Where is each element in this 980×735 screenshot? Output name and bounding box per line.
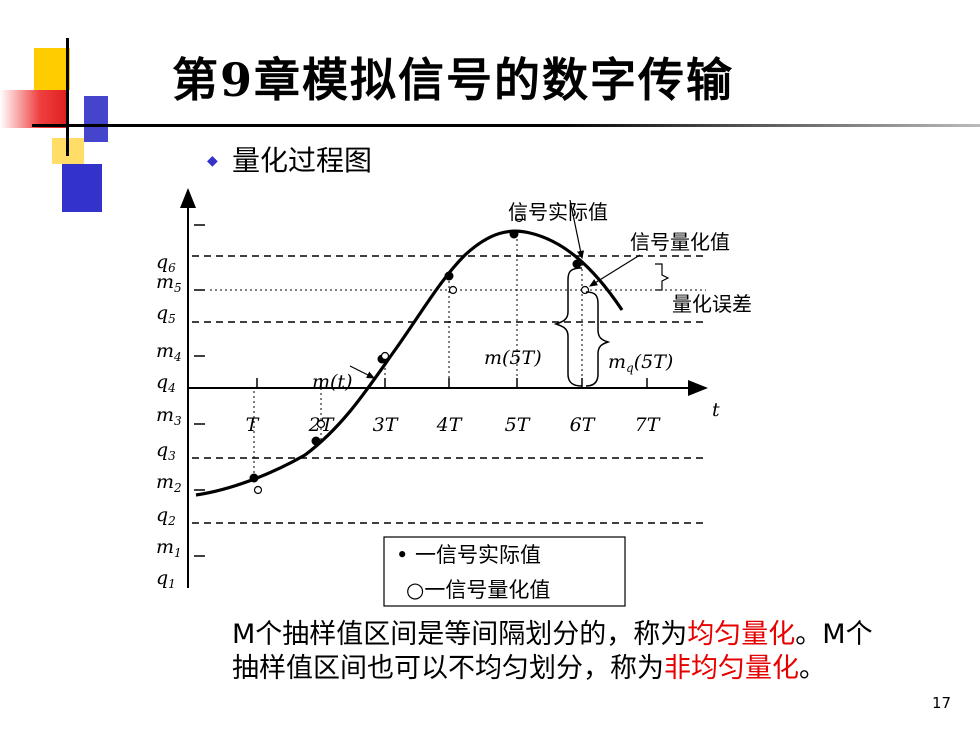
paragraph-text: 。 (799, 653, 826, 684)
annotation-quantization-error: 量化误差 (672, 292, 752, 316)
label-q3: q3 (156, 439, 176, 463)
annotation-arrow-actual (569, 199, 585, 260)
tick-4T: 4T (436, 414, 463, 436)
annotation-quantized-value: 信号量化值 (630, 230, 730, 254)
label-q6: q6 (156, 251, 176, 275)
page-title: 第9章模拟信号的数字传输 (172, 53, 735, 107)
red-bar (0, 90, 66, 128)
paragraph-text: M个抽样值区间是等间隔划分的，称为 (232, 619, 688, 650)
page-number: 17 (932, 694, 952, 712)
actual-dot (444, 271, 454, 281)
annotation-m5t: m(5T) (484, 347, 542, 369)
quantized-dot (253, 485, 263, 495)
y-tick-marks (194, 224, 205, 557)
legend-hollow: ○一信号量化值 (406, 578, 550, 602)
blue-square (84, 96, 108, 142)
bullet-text: 量化过程图 (232, 144, 373, 177)
tick-6T: 6T (570, 414, 596, 436)
paragraph-line-2: 抽样值区间也可以不均匀划分，称为非均匀量化。 (232, 646, 826, 685)
title-underline (32, 124, 980, 127)
y-labels: q6 m5 q5 m4 q4 m3 q3 m2 q2 m1 q1 (156, 251, 182, 591)
label-q5: q5 (156, 302, 176, 326)
tick-T: T (246, 414, 260, 436)
quantized-dot (514, 213, 524, 223)
annotation-arrow-mt (349, 365, 376, 379)
annotation-arrow-quantized (588, 254, 641, 287)
x-axis-label: t (712, 399, 720, 421)
tick-7T: 7T (635, 414, 661, 436)
quantized-dot (448, 285, 458, 295)
quantized-dot (380, 351, 390, 361)
signal-curve (195, 229, 624, 497)
sample-lines (253, 234, 583, 478)
actual-dot (572, 259, 582, 269)
mq5t-brace (585, 291, 611, 387)
legend-box (383, 536, 626, 607)
nonuniform-quantization-term: 非均匀量化 (664, 653, 799, 684)
label-m5: m5 (156, 271, 182, 295)
legend-filled: • 一信号实际值 (396, 543, 541, 567)
label-m3: m3 (156, 404, 182, 428)
actual-dot (249, 473, 259, 483)
quantized-value-dots (253, 213, 590, 495)
annotation-mq5t: mq(5T) (608, 351, 673, 375)
actual-dot (311, 436, 321, 446)
paragraph-line-1: M个抽样值区间是等间隔划分的，称为均匀量化。M个 (232, 612, 873, 651)
logo-decoration (0, 0, 130, 215)
tick-5T: 5T (505, 414, 531, 436)
annotation-actual-value: 信号实际值 (508, 200, 608, 224)
label-m4: m4 (156, 340, 182, 364)
label-q4: q4 (156, 371, 176, 395)
x-tick-labels: T 2T 3T 4T 5T 6T 7T (246, 414, 661, 436)
label-q2: q2 (156, 504, 176, 528)
m5t-brace (553, 267, 583, 387)
annotation-mt: m(t) (312, 371, 352, 393)
label-m2: m2 (156, 471, 182, 495)
paragraph-text: 。M个 (795, 619, 873, 650)
actual-dot (509, 229, 519, 239)
bullet-diamond-icon: ◆ (207, 153, 218, 169)
uniform-quantization-term: 均匀量化 (687, 619, 796, 650)
quantized-dot (316, 419, 326, 429)
label-q1: q1 (156, 567, 176, 591)
tick-3T: 3T (373, 414, 399, 436)
paragraph-text: 抽样值区间也可以不均匀划分，称为 (232, 653, 664, 684)
yellow-square (34, 48, 70, 90)
vertical-line (66, 38, 69, 156)
blue-square-large (62, 164, 102, 212)
label-m1: m1 (156, 536, 182, 560)
error-brace (655, 263, 670, 291)
